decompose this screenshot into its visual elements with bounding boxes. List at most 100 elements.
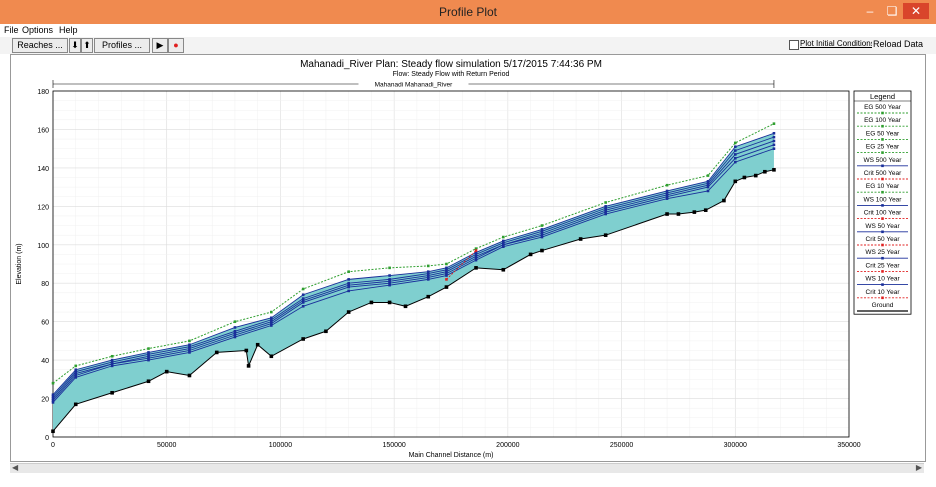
legend-swatch-marker (881, 257, 884, 260)
series-point (111, 355, 114, 358)
x-tick-label: 0 (51, 442, 55, 449)
series-point (270, 317, 273, 320)
ground-point (215, 351, 219, 355)
ground-point (722, 199, 726, 203)
legend-swatch-marker (881, 191, 884, 194)
profile-chart: Mahanadi_River Plan: Steady flow simulat… (11, 55, 925, 461)
play-icon[interactable]: ▶ (152, 38, 168, 53)
y-axis-label: Elevation (m) (16, 243, 23, 284)
x-tick-label: 300000 (724, 442, 747, 449)
series-point (475, 249, 478, 252)
y-tick-label: 120 (37, 204, 49, 211)
legend-entry: EG 25 Year (866, 144, 900, 151)
menu-file[interactable]: File (4, 25, 19, 35)
series-point (388, 267, 391, 270)
ground-point (247, 364, 251, 368)
ground-point (754, 174, 758, 178)
series-point (234, 326, 237, 329)
arrow-down-icon[interactable]: ⬇ (69, 38, 81, 53)
x-tick-label: 250000 (610, 442, 633, 449)
legend-swatch-marker (881, 125, 884, 128)
minimize-icon[interactable]: – (858, 3, 882, 19)
window-title: Profile Plot (0, 5, 936, 19)
legend-entry: Ground (872, 302, 894, 309)
plot-frame: Mahanadi_River Plan: Steady flow simulat… (10, 54, 926, 462)
ground-point (579, 237, 583, 241)
ground-point (474, 266, 478, 270)
ground-point (324, 329, 328, 333)
ground-point (693, 210, 697, 214)
reach-label: Mahanadi Mahanadi_River (375, 82, 454, 89)
y-tick-label: 40 (41, 358, 49, 365)
legend-entry: EG 500 Year (864, 104, 902, 111)
series-point (302, 293, 305, 296)
y-tick-label: 60 (41, 320, 49, 327)
series-point (734, 142, 737, 145)
series-point (773, 147, 776, 150)
menu-options[interactable]: Options (22, 25, 53, 35)
maximize-icon[interactable]: ❏ (880, 3, 904, 19)
series-point (445, 278, 448, 281)
ground-point (763, 170, 767, 174)
close-icon[interactable]: ✕ (903, 3, 929, 19)
series-point (445, 263, 448, 266)
series-point (147, 351, 150, 354)
series-point (541, 228, 544, 231)
ground-point (665, 212, 669, 216)
ground-point (270, 354, 274, 358)
y-tick-label: 160 (37, 127, 49, 134)
record-icon[interactable]: ● (168, 38, 184, 53)
series-point (388, 278, 391, 281)
series-point (427, 265, 430, 268)
menu-help[interactable]: Help (59, 25, 78, 35)
scroll-left-icon[interactable]: ◀ (12, 463, 18, 472)
legend-swatch-marker (881, 138, 884, 141)
reload-data-button[interactable]: Reload Data (872, 38, 924, 51)
profiles-button[interactable]: Profiles ... (94, 38, 150, 53)
ground-point (445, 285, 449, 289)
series-point (302, 305, 305, 308)
legend-title: Legend (870, 92, 895, 101)
series-point (734, 145, 737, 148)
horizontal-scrollbar[interactable]: ◀ ▶ (10, 463, 924, 473)
y-tick-label: 140 (37, 166, 49, 173)
series-point (707, 180, 710, 183)
series-point (734, 157, 737, 160)
plot-initial-checkbox[interactable] (789, 40, 799, 50)
y-tick-label: 100 (37, 243, 49, 250)
legend-entry: Crit 500 Year (864, 170, 902, 177)
series-point (502, 240, 505, 243)
ground-point (188, 374, 192, 378)
series-point (427, 270, 430, 273)
ground-point (51, 429, 55, 433)
ground-point (540, 249, 544, 253)
series-point (773, 144, 776, 147)
scroll-right-icon[interactable]: ▶ (916, 463, 922, 472)
ground-point (388, 301, 392, 305)
ground-point (502, 268, 506, 272)
series-point (707, 174, 710, 177)
series-point (188, 343, 191, 346)
series-point (347, 282, 350, 285)
ground-point (370, 301, 374, 305)
series-point (445, 267, 448, 270)
legend-swatch-marker (881, 165, 884, 168)
arrow-up-icon[interactable]: ⬆ (81, 38, 93, 53)
series-point (74, 365, 77, 368)
y-tick-label: 20 (41, 397, 49, 404)
reaches-button[interactable]: Reaches ... (12, 38, 68, 53)
ground-point (677, 212, 681, 216)
legend-entry: Crit 10 Year (866, 289, 901, 296)
series-point (388, 274, 391, 277)
legend-entry: WS 100 Year (864, 196, 903, 203)
legend-swatch-marker (881, 204, 884, 207)
series-line-eg-500-year (53, 124, 774, 384)
menu-bar: File Options Help (0, 24, 936, 37)
series-point (347, 290, 350, 293)
chart-title: Mahanadi_River Plan: Steady flow simulat… (300, 59, 602, 70)
series-point (666, 184, 669, 187)
legend-swatch-marker (881, 151, 884, 154)
ground-point (147, 379, 151, 383)
plot-initial-label: Plot Initial Conditions (800, 39, 875, 48)
y-tick-label: 0 (45, 435, 49, 442)
